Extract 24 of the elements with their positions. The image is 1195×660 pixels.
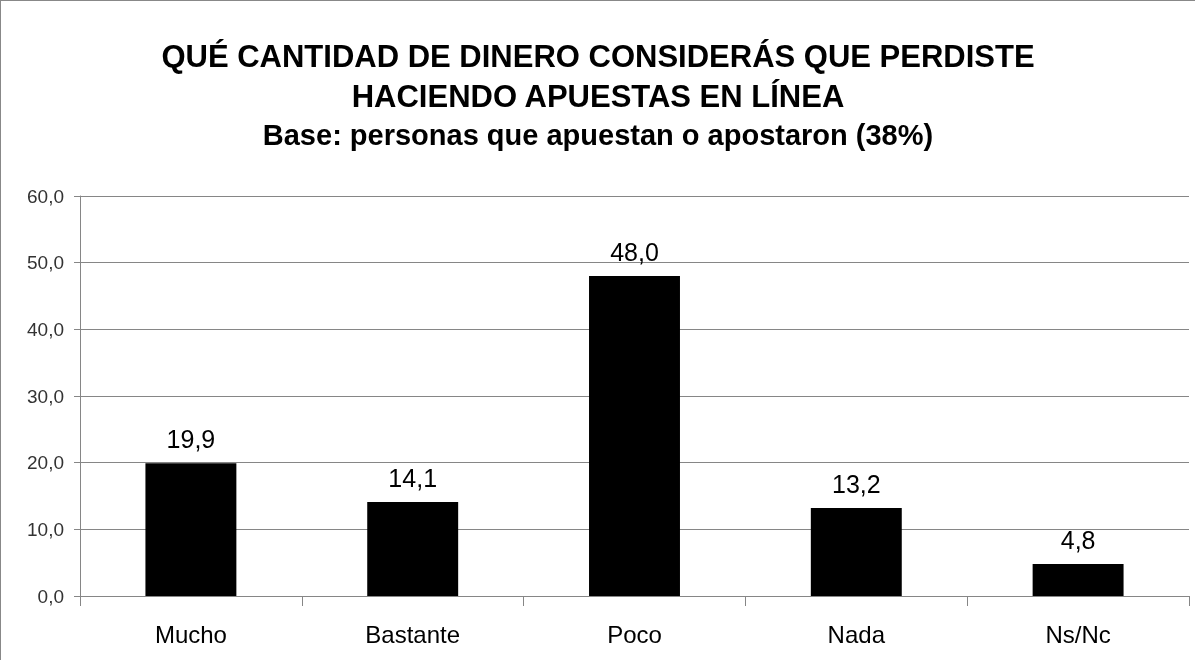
y-tick-label: 60,0	[27, 185, 64, 207]
data-label: 14,1	[388, 463, 438, 492]
data-label: 48,0	[610, 237, 659, 266]
chart-subtitle: Base: personas que apuestan o apostaron (38%)	[262, 118, 934, 151]
y-tick-label: 10,0	[27, 518, 64, 540]
data-label: 19,9	[166, 424, 216, 453]
bar	[145, 463, 237, 596]
bar	[367, 502, 459, 596]
x-tick-label: Nada	[827, 620, 886, 648]
x-tick-label: Ns/Nc	[1045, 620, 1111, 648]
x-tick-label: Mucho	[154, 620, 227, 648]
bar	[589, 276, 680, 596]
y-tick-label: 40,0	[27, 318, 64, 340]
y-tick-label: 50,0	[27, 252, 64, 274]
data-label: 4,8	[1060, 525, 1096, 554]
x-tick-label: Bastante	[365, 620, 461, 648]
bar	[1032, 564, 1124, 596]
y-tick-label: 30,0	[27, 385, 64, 407]
data-label: 13,2	[831, 469, 881, 498]
x-tick-label: Poco	[607, 620, 662, 648]
chart-title: QUÉ CANTIDAD DE DINERO CONSIDERÁS QUE PERDISTE HACIENDO APUESTAS EN LÍNEA	[161, 38, 1035, 114]
y-tick-label: 0,0	[37, 585, 64, 607]
bar	[810, 508, 902, 596]
y-tick-label: 20,0	[27, 452, 64, 474]
